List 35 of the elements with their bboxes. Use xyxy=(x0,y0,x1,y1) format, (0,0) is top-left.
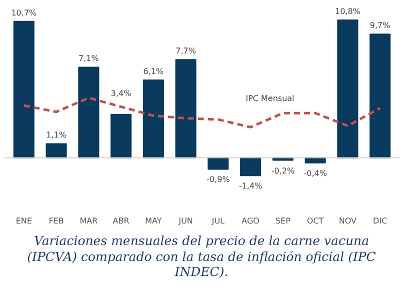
data-label: -0,4% xyxy=(304,168,328,178)
x-tick-label: MAY xyxy=(145,216,162,226)
x-tick-label: DIC xyxy=(373,216,388,226)
x-tick-label: JUL xyxy=(210,216,226,226)
data-label: -0,2% xyxy=(271,166,295,176)
x-tick-label: FEB xyxy=(48,216,64,226)
data-label: 10,8% xyxy=(334,7,361,16)
x-tick-label: AGO xyxy=(242,216,260,226)
x-tick-label: MAR xyxy=(80,216,98,226)
bar xyxy=(175,59,196,158)
x-tick-label: SEP xyxy=(275,216,291,226)
data-label: 7,7% xyxy=(176,46,196,56)
data-label: 6,1% xyxy=(143,66,164,76)
bar xyxy=(78,66,100,158)
data-label: 7,1% xyxy=(78,54,100,64)
bar xyxy=(46,143,67,158)
x-tick-label: ENE xyxy=(16,216,32,226)
x-tick-label: NOV xyxy=(338,216,358,226)
data-label: 10,7% xyxy=(11,8,38,18)
bar xyxy=(142,79,164,158)
data-label: 3,4% xyxy=(110,89,132,98)
x-tick-label: ABR xyxy=(112,216,130,226)
data-label: -1,4% xyxy=(238,182,263,191)
data-label: 1,1% xyxy=(46,130,67,140)
bar xyxy=(110,114,132,158)
bar xyxy=(370,34,391,158)
series-label: IPC Mensual xyxy=(246,94,294,104)
x-tick-label: JUN xyxy=(178,216,193,226)
x-tick-label: OCT xyxy=(306,216,324,226)
bar xyxy=(13,20,34,158)
text: Variaciones mensuales del precio de la carne vacuna (IPCVA) comparado con la tasa de inflación oficial (IPC INDEC). xyxy=(26,233,377,280)
bar xyxy=(337,20,358,158)
data-label: -0,9% xyxy=(206,175,230,184)
bar xyxy=(240,157,262,176)
data-label: 9,7% xyxy=(370,21,391,30)
